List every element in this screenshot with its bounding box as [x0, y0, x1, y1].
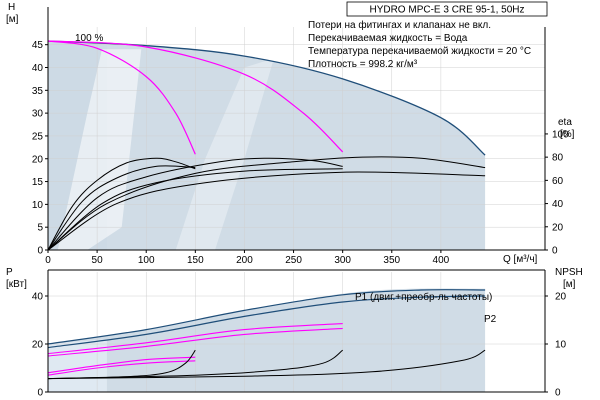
efficiency-curve-3	[47, 168, 343, 251]
top-left-tick-label-5: 25	[32, 131, 44, 142]
power-partial-curve-3	[47, 327, 343, 357]
x-tick-label-1: 50	[92, 255, 104, 266]
efficiency-curve-4	[47, 156, 486, 251]
bottom-left-axis-label-2: [кВт]	[6, 279, 27, 290]
top-left-axis-label-1: H	[8, 2, 15, 13]
x-tick-label-5: 250	[285, 255, 302, 266]
title-box	[346, 1, 548, 17]
x-tick-label-2: 100	[138, 255, 155, 266]
efficiency-curve-2	[47, 157, 343, 251]
top-right-tick-label-0: 0	[552, 246, 558, 257]
bottom-right-axis-label-1: NPSH	[555, 267, 583, 278]
x-axis-label: Q [м³/ч]	[503, 254, 538, 265]
top-envelope-gap-1	[57, 49, 142, 250]
npsh-curve-1	[47, 349, 344, 380]
p1-label: P1 (двиг.+преобр-ль частоты)	[355, 291, 492, 303]
top-right-tick-label-2: 40	[552, 199, 564, 210]
power-partial-curve-0	[47, 356, 196, 374]
x-tick-label-6: 300	[334, 255, 351, 266]
power-partial-curve-1	[47, 360, 196, 376]
efficiency-curve-1	[47, 165, 196, 251]
pump-curve	[47, 40, 486, 156]
bottom-left-tick-label-2: 40	[32, 292, 44, 303]
x-tick-label-0: 0	[45, 255, 51, 266]
system-curve-1	[47, 40, 344, 153]
note-line-1: Потери на фитингах и клапанах не вкл.	[308, 19, 491, 31]
bottom-left-tick-label-0: 0	[37, 388, 43, 399]
top-operating-envelope	[48, 41, 486, 250]
top-left-tick-label-1: 5	[37, 223, 43, 234]
bottom-panel: 0 20 40 0 10 20	[32, 269, 567, 399]
bottom-right-tick-label-1: 10	[555, 340, 567, 351]
bottom-right-axis-label-2: [м]	[563, 279, 576, 290]
top-right-tick-label-5: 100	[552, 129, 569, 140]
note-line-3: Температура перекачиваемой жидкости = 20…	[308, 46, 531, 57]
top-right-axis-label-1: eta	[558, 117, 572, 128]
power-envelope	[48, 288, 486, 392]
top-left-tick-label-6: 30	[32, 109, 44, 120]
top-right-tick-label-4: 80	[552, 153, 564, 164]
npsh-curve-2	[47, 349, 486, 380]
chart-title: HYDRO MPC-E 3 CRE 95-1, 50Hz	[369, 5, 524, 16]
top-left-axis-label-2: [м]	[6, 14, 19, 25]
bottom-right-tick-label-2: 20	[555, 292, 567, 303]
top-right-tick-label-3: 60	[552, 176, 564, 187]
top-panel: 0 5 10 15 20 25 30 35 40 45 0 20 40 60 80 100 0 50 100 150 2…	[32, 7, 569, 266]
power-curve-0	[47, 289, 486, 345]
top-left-tick-label-0: 0	[37, 246, 43, 257]
note-line-4: Плотность = 998.2 кг/м³	[308, 59, 418, 70]
top-right-tick-label-1: 20	[552, 222, 564, 233]
efficiency-curve-5	[47, 171, 486, 251]
annotation-100-percent: 100 %	[75, 33, 103, 44]
top-left-tick-label-3: 15	[32, 177, 44, 188]
chart-text: HYDRO MPC-E 3 CRE 95-1, 50Hz Потери на ф…	[6, 1, 583, 325]
power-partial-curve-2	[47, 323, 343, 355]
bottom-right-tick-label-0: 0	[555, 388, 561, 399]
x-tick-label-4: 200	[236, 255, 253, 266]
bottom-left-axis-label-1: P	[6, 267, 13, 278]
system-curve-0	[47, 40, 196, 155]
power-curve-1	[47, 295, 486, 349]
x-tick-label-7: 350	[383, 255, 400, 266]
x-tick-label-3: 150	[187, 255, 204, 266]
top-left-tick-label-4: 20	[32, 154, 44, 165]
efficiency-curve-0	[47, 157, 196, 251]
top-envelope-gap-2	[175, 58, 274, 251]
bottom-left-tick-label-1: 20	[32, 340, 44, 351]
top-left-tick-label-8: 40	[32, 63, 44, 74]
top-right-axis-label-2: [%]	[560, 129, 575, 140]
x-tick-label-8: 400	[433, 255, 450, 266]
top-left-tick-label-7: 35	[32, 86, 44, 97]
top-left-tick-label-9: 45	[32, 40, 44, 51]
note-line-2: Перекачиваемая жидкость = Вода	[308, 33, 468, 44]
top-left-tick-label-2: 10	[32, 200, 44, 211]
p2-label: P2	[484, 314, 497, 325]
